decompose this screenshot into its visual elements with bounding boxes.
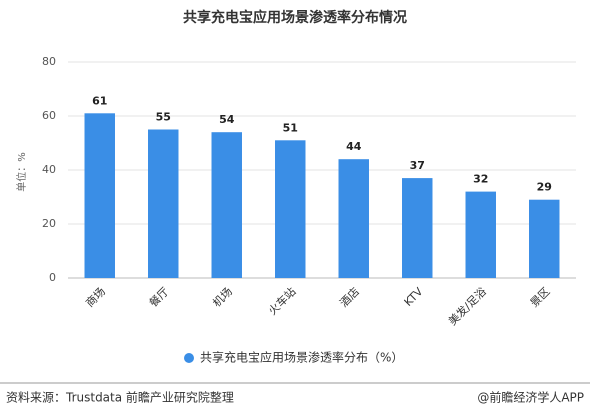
x-tick-label: 美发/足浴	[445, 284, 489, 328]
legend-label: 共享充电宝应用场景渗透率分布（%）	[200, 350, 403, 365]
y-tick-label: 60	[42, 109, 56, 122]
bar	[529, 199, 560, 278]
x-tick-label: 餐厅	[146, 284, 171, 309]
x-tick-label: 景区	[528, 285, 553, 310]
footer-credit: @前瞻经济学人APP	[477, 390, 584, 405]
chart-title: 共享充电宝应用场景渗透率分布情况	[183, 9, 407, 26]
value-label: 51	[283, 121, 298, 134]
bar	[211, 132, 242, 278]
value-label: 44	[346, 140, 362, 153]
x-tick-label: KTV	[402, 285, 426, 309]
x-tick-label: 酒店	[337, 284, 362, 309]
y-tick-label: 80	[42, 55, 56, 68]
x-tick-label: 商场	[83, 284, 108, 309]
bar	[275, 140, 306, 278]
bar	[148, 129, 179, 278]
bar	[402, 178, 433, 278]
bar	[338, 159, 369, 278]
value-label: 37	[410, 159, 425, 172]
y-tick-label: 20	[42, 217, 56, 230]
x-tick-label: 火车站	[265, 284, 298, 317]
value-label: 54	[219, 113, 235, 126]
y-axis-label: 单位：%	[15, 152, 28, 192]
x-tick-label: 机场	[210, 284, 235, 309]
value-label: 32	[473, 173, 488, 186]
value-label: 61	[92, 94, 107, 107]
footer-source: 资料来源：Trustdata 前瞻产业研究院整理	[6, 390, 234, 405]
y-tick-label: 0	[49, 271, 56, 284]
bar	[84, 113, 115, 278]
value-label: 29	[537, 181, 552, 194]
legend-marker	[184, 353, 194, 363]
y-tick-label: 40	[42, 163, 56, 176]
bar	[465, 191, 496, 278]
value-label: 55	[156, 111, 171, 124]
